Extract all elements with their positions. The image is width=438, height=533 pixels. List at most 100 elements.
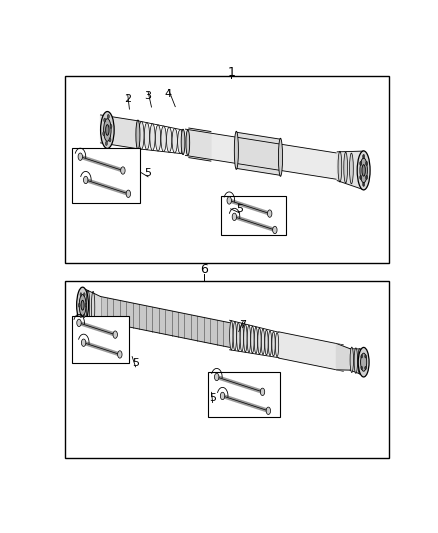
Ellipse shape: [365, 366, 367, 369]
Ellipse shape: [232, 213, 237, 221]
Text: 1: 1: [227, 67, 235, 79]
Ellipse shape: [261, 329, 265, 354]
Ellipse shape: [237, 322, 240, 351]
Ellipse shape: [104, 118, 106, 122]
Ellipse shape: [365, 355, 367, 358]
Ellipse shape: [81, 339, 86, 346]
Polygon shape: [185, 129, 338, 180]
Polygon shape: [189, 128, 211, 161]
Ellipse shape: [77, 287, 88, 324]
Text: 5: 5: [132, 358, 139, 368]
Text: 4: 4: [165, 88, 172, 99]
Ellipse shape: [215, 373, 219, 381]
Ellipse shape: [360, 353, 367, 371]
Bar: [72, 148, 140, 204]
Ellipse shape: [360, 161, 362, 165]
Bar: [208, 372, 280, 417]
Ellipse shape: [101, 111, 114, 149]
Ellipse shape: [360, 158, 367, 183]
Polygon shape: [337, 151, 364, 190]
Ellipse shape: [181, 129, 185, 155]
Ellipse shape: [77, 319, 81, 327]
Ellipse shape: [272, 332, 275, 356]
Ellipse shape: [344, 152, 347, 183]
Ellipse shape: [362, 165, 365, 176]
Ellipse shape: [85, 303, 87, 307]
Ellipse shape: [220, 392, 225, 400]
Ellipse shape: [106, 141, 107, 146]
Ellipse shape: [268, 331, 272, 356]
Ellipse shape: [103, 132, 105, 135]
Ellipse shape: [234, 131, 238, 169]
Ellipse shape: [161, 126, 166, 152]
Text: 2: 2: [124, 94, 131, 104]
Ellipse shape: [80, 314, 82, 318]
Ellipse shape: [268, 210, 272, 217]
Ellipse shape: [251, 326, 254, 353]
Ellipse shape: [136, 120, 140, 150]
Ellipse shape: [260, 388, 265, 395]
Ellipse shape: [113, 331, 117, 338]
Ellipse shape: [166, 127, 172, 152]
Ellipse shape: [350, 347, 353, 373]
Ellipse shape: [139, 122, 144, 149]
Ellipse shape: [366, 161, 367, 165]
Ellipse shape: [363, 155, 365, 158]
Ellipse shape: [104, 119, 111, 141]
Ellipse shape: [279, 138, 283, 176]
Ellipse shape: [358, 348, 369, 377]
Ellipse shape: [150, 124, 155, 150]
Polygon shape: [101, 296, 230, 348]
Ellipse shape: [360, 175, 362, 180]
Polygon shape: [350, 349, 364, 375]
Polygon shape: [279, 332, 343, 371]
Ellipse shape: [358, 349, 361, 374]
Ellipse shape: [78, 153, 82, 160]
Polygon shape: [336, 344, 350, 370]
Ellipse shape: [240, 324, 244, 352]
Text: 6: 6: [200, 263, 208, 276]
Bar: [72, 316, 130, 363]
Ellipse shape: [265, 330, 268, 355]
Ellipse shape: [144, 123, 149, 150]
Bar: [65, 76, 389, 263]
Ellipse shape: [81, 300, 84, 310]
Ellipse shape: [266, 407, 271, 415]
Ellipse shape: [121, 167, 125, 174]
Ellipse shape: [107, 115, 110, 118]
Ellipse shape: [83, 314, 85, 318]
Ellipse shape: [80, 293, 82, 296]
Ellipse shape: [118, 351, 122, 358]
Ellipse shape: [244, 325, 247, 352]
Ellipse shape: [258, 328, 261, 354]
Ellipse shape: [247, 325, 251, 352]
Ellipse shape: [172, 128, 177, 153]
Ellipse shape: [338, 151, 342, 182]
Ellipse shape: [357, 151, 370, 190]
Ellipse shape: [110, 124, 112, 128]
Ellipse shape: [186, 130, 190, 156]
Ellipse shape: [84, 176, 88, 184]
Polygon shape: [101, 115, 138, 149]
Text: 5: 5: [209, 393, 216, 403]
Ellipse shape: [233, 321, 237, 351]
Ellipse shape: [230, 321, 233, 350]
Text: 5: 5: [145, 168, 152, 177]
Text: 3: 3: [145, 91, 152, 101]
Ellipse shape: [363, 182, 365, 187]
Bar: [65, 281, 389, 458]
Polygon shape: [83, 288, 101, 322]
Ellipse shape: [350, 153, 353, 184]
Ellipse shape: [276, 333, 279, 357]
Ellipse shape: [366, 175, 367, 180]
Ellipse shape: [79, 295, 86, 316]
Ellipse shape: [106, 125, 109, 135]
Ellipse shape: [155, 125, 161, 151]
Text: 7: 7: [240, 320, 247, 330]
Text: 5: 5: [236, 204, 243, 214]
Ellipse shape: [178, 130, 183, 154]
Ellipse shape: [354, 348, 357, 373]
Ellipse shape: [361, 366, 363, 369]
Ellipse shape: [227, 197, 231, 204]
Ellipse shape: [83, 293, 85, 296]
